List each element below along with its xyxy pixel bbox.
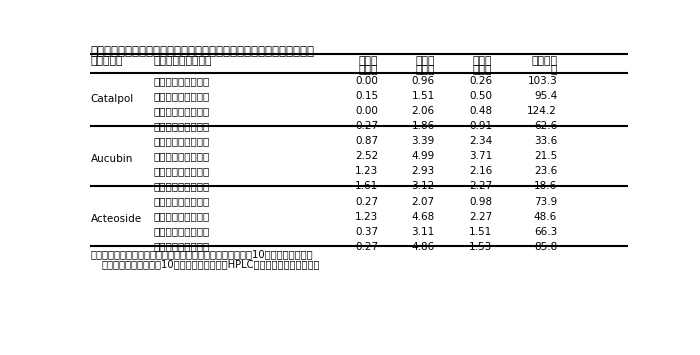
- Text: 岩手県盛岡市下厨川: 岩手県盛岡市下厨川: [153, 197, 209, 207]
- Text: 73.9: 73.9: [534, 197, 557, 207]
- Text: 岩手県盛岡市下厨川: 岩手県盛岡市下厨川: [153, 136, 209, 147]
- Text: 機能性成分: 機能性成分: [90, 56, 123, 66]
- Text: 2.07: 2.07: [412, 197, 435, 207]
- Text: 変動係数: 変動係数: [531, 56, 557, 66]
- Text: 最大値: 最大値: [415, 56, 435, 66]
- Text: 1.53: 1.53: [469, 241, 492, 252]
- Text: 自生個体の採取場所: 自生個体の採取場所: [153, 56, 212, 66]
- Text: 青森県上北郡野辺地: 青森県上北郡野辺地: [153, 181, 209, 191]
- Text: 3.71: 3.71: [469, 152, 492, 162]
- Text: 23.6: 23.6: [534, 166, 557, 176]
- Text: 66.3: 66.3: [534, 226, 557, 236]
- Text: 青森県上北郡野辺地: 青森県上北郡野辺地: [153, 121, 209, 131]
- Text: 2.06: 2.06: [412, 106, 435, 116]
- Text: ％乾物: ％乾物: [473, 65, 492, 75]
- Text: 0.27: 0.27: [355, 197, 378, 207]
- Text: 0.27: 0.27: [355, 241, 378, 252]
- Text: 85.8: 85.8: [534, 241, 557, 252]
- Text: 0.87: 0.87: [355, 136, 378, 147]
- Text: 4.86: 4.86: [412, 241, 435, 252]
- Text: Catalpol: Catalpol: [90, 94, 134, 104]
- Text: は各採取場所において10個体である。分析はHPLCを用い常法により実施。: は各採取場所において10個体である。分析はHPLCを用い常法により実施。: [102, 259, 320, 269]
- Text: 2.27: 2.27: [469, 181, 492, 191]
- Text: 103.3: 103.3: [527, 76, 557, 86]
- Text: 1.51: 1.51: [469, 226, 492, 236]
- Text: 62.6: 62.6: [534, 121, 557, 131]
- Text: 秋田県仙北郡神宮寺: 秋田県仙北郡神宮寺: [153, 226, 209, 236]
- Text: 1.23: 1.23: [355, 212, 378, 222]
- Text: 最小値: 最小値: [358, 56, 378, 66]
- Text: 0.00: 0.00: [355, 106, 378, 116]
- Text: Acteoside: Acteoside: [90, 214, 141, 224]
- Text: 青森県上北郡野辺地: 青森県上北郡野辺地: [153, 241, 209, 252]
- Text: 3.12: 3.12: [412, 181, 435, 191]
- Text: 1.86: 1.86: [412, 121, 435, 131]
- Text: 18.6: 18.6: [534, 181, 557, 191]
- Text: 2.34: 2.34: [469, 136, 492, 147]
- Text: 0.26: 0.26: [469, 76, 492, 86]
- Text: 3.11: 3.11: [412, 226, 435, 236]
- Text: ％乾物: ％乾物: [415, 65, 435, 75]
- Text: 2.27: 2.27: [469, 212, 492, 222]
- Text: 0.27: 0.27: [355, 121, 378, 131]
- Text: 3.39: 3.39: [412, 136, 435, 147]
- Text: 岩手県岩手郡滝沢村: 岩手県岩手郡滝沢村: [153, 91, 209, 102]
- Text: 124.2: 124.2: [527, 106, 557, 116]
- Text: 0.98: 0.98: [469, 197, 492, 207]
- Text: 表１．東北北部地域のヘラオオバコ自生個体における機能性成分の変動: 表１．東北北部地域のヘラオオバコ自生個体における機能性成分の変動: [90, 45, 314, 58]
- Text: 秋田県仙北郡神宮寺: 秋田県仙北郡神宮寺: [153, 106, 209, 116]
- Text: 2.16: 2.16: [469, 166, 492, 176]
- Text: 岩手県盛岡市下厨川: 岩手県盛岡市下厨川: [153, 76, 209, 86]
- Text: Aucubin: Aucubin: [90, 154, 133, 164]
- Text: ％乾物: ％乾物: [358, 65, 378, 75]
- Text: 95.4: 95.4: [534, 91, 557, 102]
- Text: 0.48: 0.48: [469, 106, 492, 116]
- Text: 1.51: 1.51: [412, 91, 435, 102]
- Text: 岩手県岩手郡滝沢村: 岩手県岩手郡滝沢村: [153, 152, 209, 162]
- Text: 0.91: 0.91: [469, 121, 492, 131]
- Text: 2.93: 2.93: [412, 166, 435, 176]
- Text: 2.52: 2.52: [355, 152, 378, 162]
- Text: 注）％乾物：乾物当たり含有率。ヘラオオバコの採取時期は10月下旬、採取個体: 注）％乾物：乾物当たり含有率。ヘラオオバコの採取時期は10月下旬、採取個体: [90, 249, 313, 259]
- Text: 1.23: 1.23: [355, 166, 378, 176]
- Text: 0.15: 0.15: [355, 91, 378, 102]
- Text: 48.6: 48.6: [534, 212, 557, 222]
- Text: 平均値: 平均値: [473, 56, 492, 66]
- Text: 21.5: 21.5: [534, 152, 557, 162]
- Text: 4.68: 4.68: [412, 212, 435, 222]
- Text: 秋田県仙北郡神宮寺: 秋田県仙北郡神宮寺: [153, 166, 209, 176]
- Text: 1.61: 1.61: [355, 181, 378, 191]
- Text: ％: ％: [551, 65, 557, 75]
- Text: 0.96: 0.96: [412, 76, 435, 86]
- Text: 0.37: 0.37: [355, 226, 378, 236]
- Text: 0.00: 0.00: [355, 76, 378, 86]
- Text: 4.99: 4.99: [412, 152, 435, 162]
- Text: 33.6: 33.6: [534, 136, 557, 147]
- Text: 岩手県岩手郡滝沢村: 岩手県岩手郡滝沢村: [153, 212, 209, 222]
- Text: 0.50: 0.50: [469, 91, 492, 102]
